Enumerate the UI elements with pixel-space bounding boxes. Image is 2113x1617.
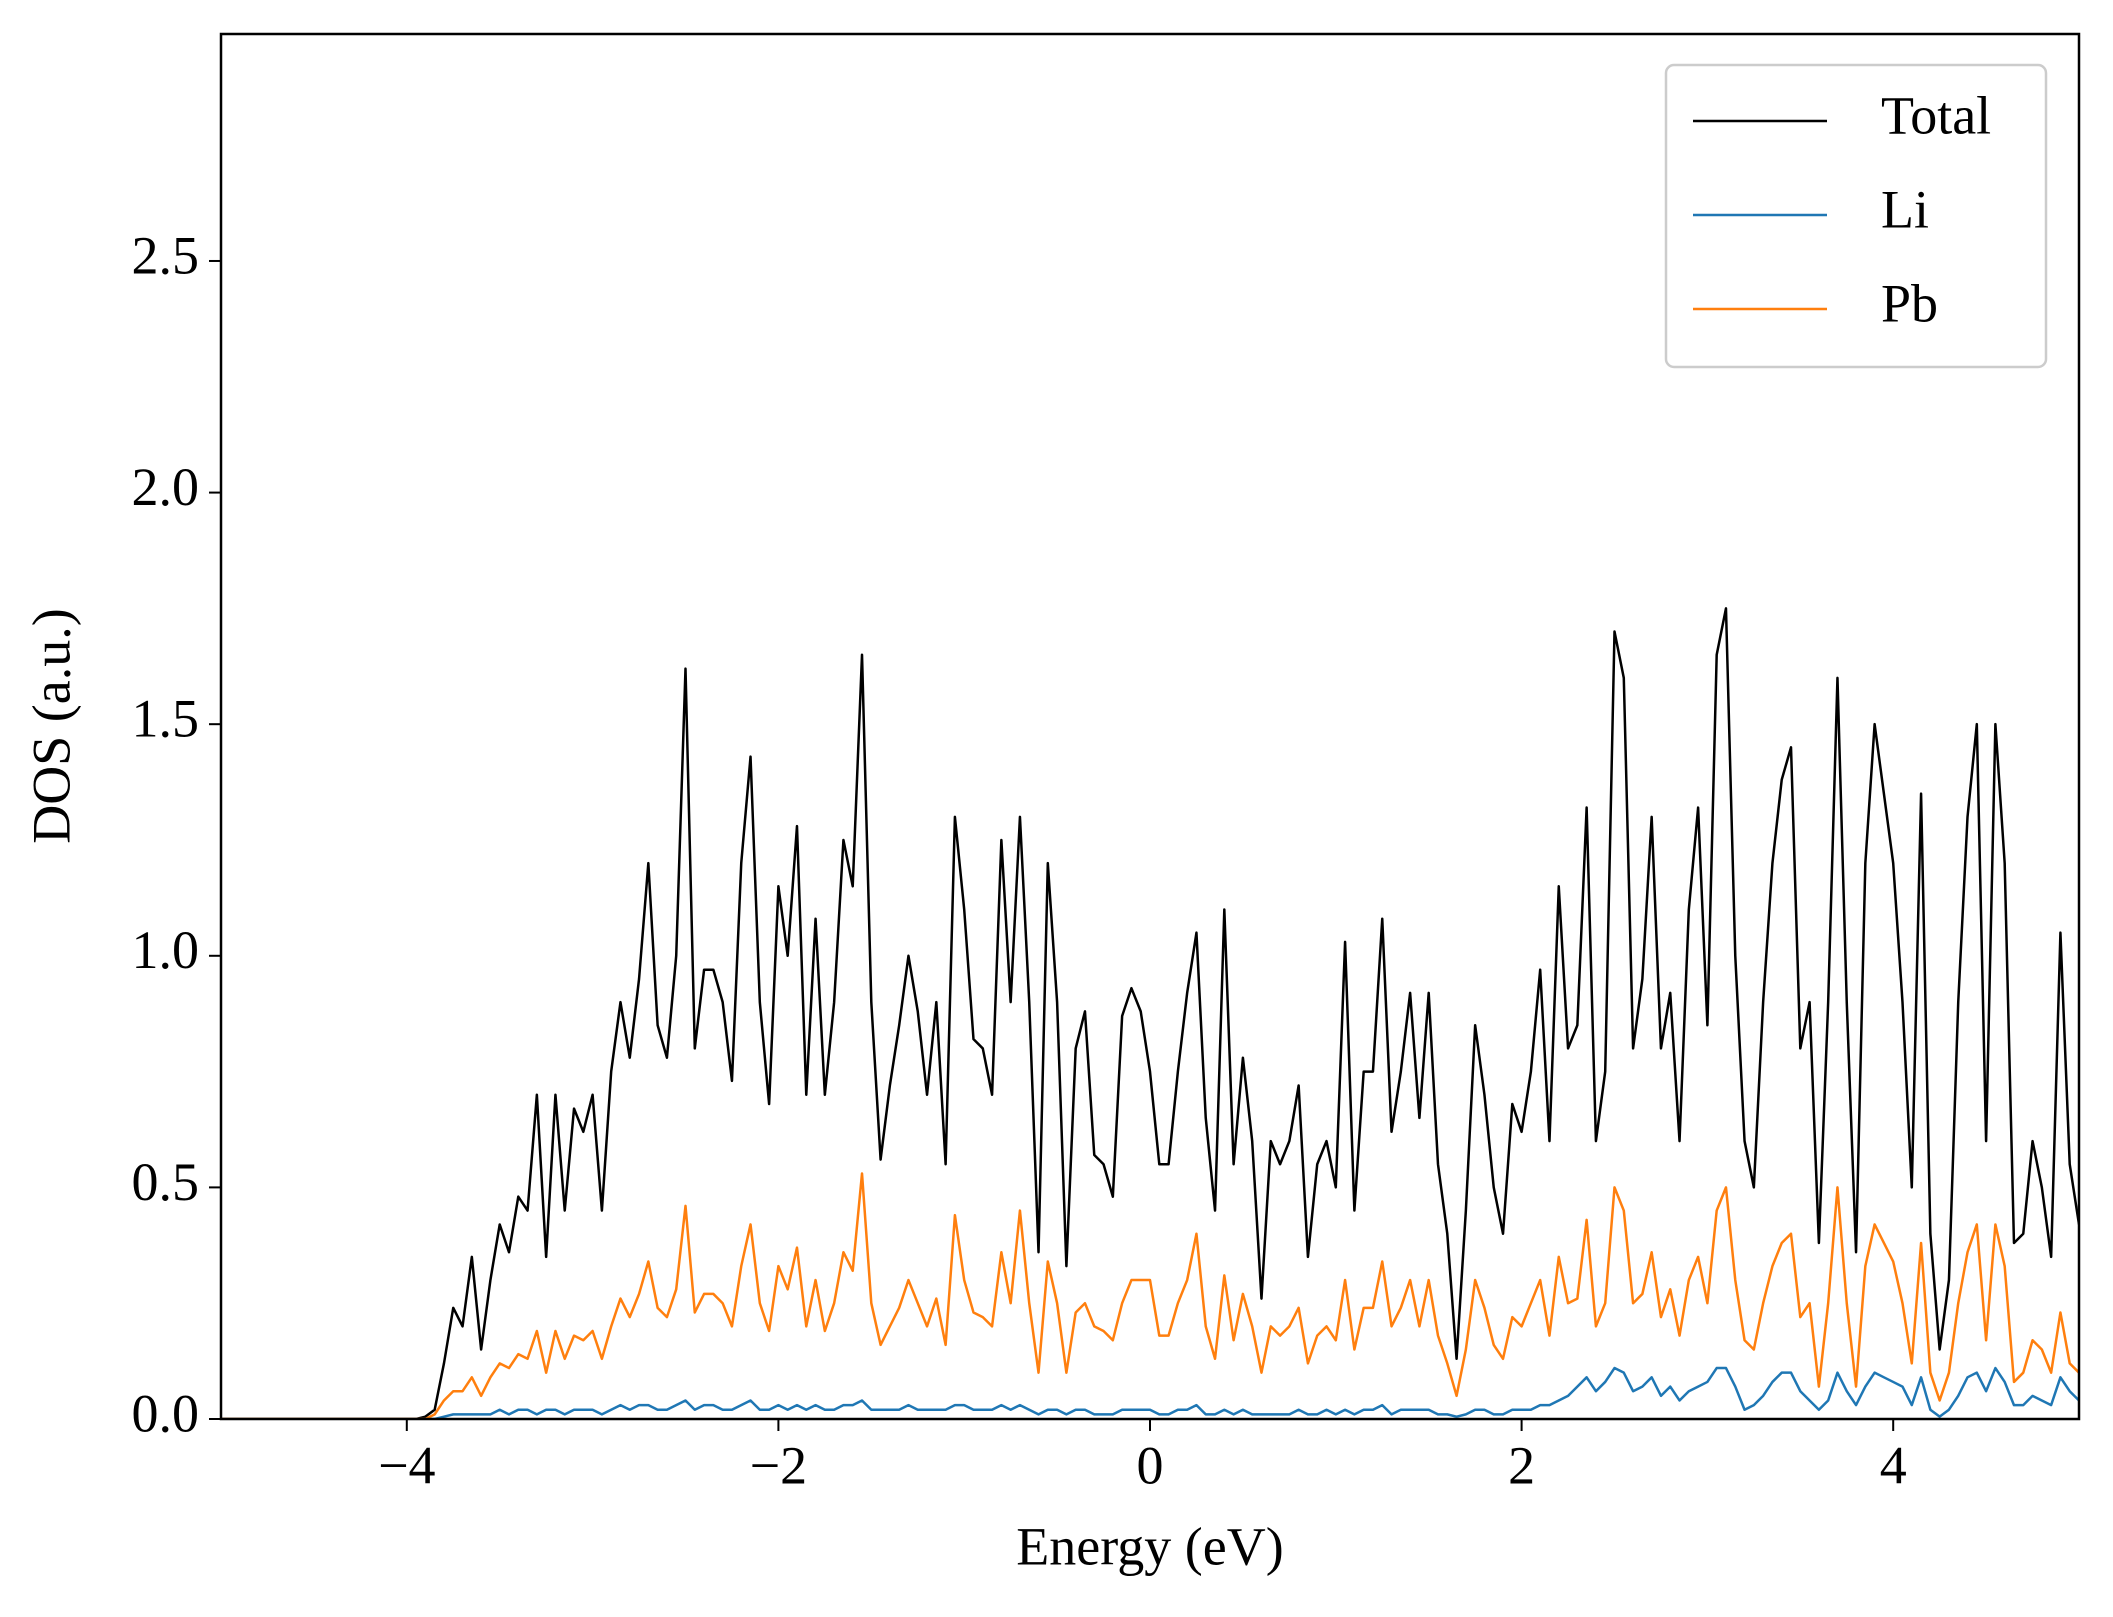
x-axis-label: Energy (eV) [1016,1516,1283,1576]
y-tick-label: 2.5 [132,225,200,285]
series-line [221,607,2079,1419]
legend: Total Li Pb [1693,85,1991,333]
legend-label: Total [1881,85,1991,145]
y-tick-label: 1.0 [132,920,200,980]
x-tick-label: 2 [1508,1435,1535,1495]
y-tick-label: 0.5 [132,1152,200,1212]
y-tick-label: 0.0 [132,1383,200,1443]
x-tick-label: 0 [1137,1435,1164,1495]
y-axis-label: DOS (a.u.) [21,608,81,843]
series-line [221,1172,2079,1419]
legend-label: Pb [1881,273,1938,333]
x-tick-label: −4 [378,1435,435,1495]
y-tick-label: 2.0 [132,457,200,517]
series-line [221,1366,2079,1419]
plot-area [221,607,2079,1419]
legend-box [1664,63,2048,369]
x-tick-label: −2 [750,1435,807,1495]
y-tick-label: 1.5 [132,689,200,749]
x-tick-label: 4 [1880,1435,1907,1495]
legend-label: Li [1881,179,1929,239]
